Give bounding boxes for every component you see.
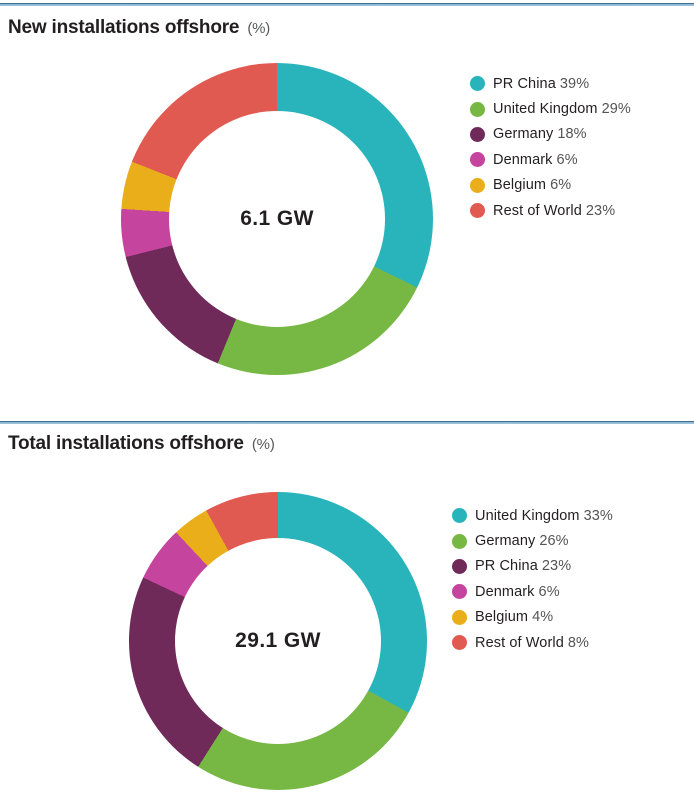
legend-label: PR China (475, 558, 538, 575)
legend-color-dot (470, 76, 485, 92)
donut-hole: 6.1 GW (169, 111, 385, 327)
legend-value: 6% (538, 583, 560, 600)
chart-title-text: Total installations offshore (8, 433, 244, 454)
legend-color-dot (470, 152, 485, 168)
legend-value: 4% (532, 609, 554, 626)
chart-title-unit: (%) (247, 20, 271, 37)
legend-value: 23% (541, 558, 572, 575)
chart-legend: PR China 39% United Kingdom 29% Germany 18% De… (470, 71, 631, 223)
legend-label: Denmark (493, 151, 553, 168)
legend-label: Germany (475, 533, 536, 550)
legend-value: 39% (559, 75, 590, 92)
donut-center-value: 29.1 GW (235, 629, 321, 652)
chart-title: New installations offshore (%) (8, 18, 270, 39)
legend-color-dot (452, 533, 467, 549)
legend-item: United Kingdom 33% (452, 503, 613, 528)
legend-item: United Kingdom 29% (470, 96, 631, 121)
donut-chart: 6.1 GW (121, 63, 433, 375)
legend-label: PR China (493, 75, 556, 92)
legend-value: 29% (601, 101, 631, 118)
legend-color-dot (452, 558, 467, 574)
legend-color-dot (470, 203, 485, 219)
legend-label: Belgium (475, 609, 529, 626)
legend-value: 8% (567, 634, 590, 651)
legend-item: PR China 23% (452, 554, 613, 579)
legend-item: Belgium 4% (452, 605, 613, 630)
legend-color-dot (452, 584, 467, 600)
legend-label: Belgium (493, 177, 547, 194)
legend-color-dot (452, 609, 467, 625)
legend-label: Denmark (475, 583, 535, 600)
donut-center-value: 6.1 GW (240, 207, 314, 230)
legend-item: Rest of World 23% (470, 198, 631, 223)
legend-item: Rest of World 8% (452, 630, 613, 655)
legend-label: Rest of World (475, 634, 564, 651)
legend-item: Belgium 6% (470, 173, 631, 198)
legend-label: Germany (493, 126, 554, 143)
legend-value: 6% (550, 177, 572, 194)
legend-value: 33% (583, 507, 613, 524)
legend-value: 18% (557, 126, 587, 143)
section-divider (0, 421, 694, 424)
chart-title-unit: (%) (251, 436, 275, 453)
legend-color-dot (470, 177, 485, 193)
legend-value: 26% (539, 533, 569, 550)
legend-item: Germany 18% (470, 122, 631, 147)
legend-color-dot (452, 508, 467, 524)
chart-legend: United Kingdom 33% Germany 26% PR China 23% De… (452, 503, 613, 655)
legend-color-dot (452, 635, 467, 651)
chart-title-text: New installations offshore (8, 17, 240, 38)
legend-label: United Kingdom (475, 507, 580, 524)
donut-hole: 29.1 GW (175, 538, 381, 744)
legend-item: PR China 39% (470, 71, 631, 96)
legend-item: Denmark 6% (470, 147, 631, 172)
section-divider (0, 3, 694, 6)
legend-item: Denmark 6% (452, 579, 613, 604)
legend-color-dot (470, 126, 485, 142)
legend-value: 23% (585, 202, 616, 219)
donut-chart: 29.1 GW (129, 492, 427, 790)
legend-label: Rest of World (493, 202, 582, 219)
legend-item: Germany 26% (452, 528, 613, 553)
legend-value: 6% (556, 151, 578, 168)
chart-title: Total installations offshore (%) (8, 434, 275, 455)
legend-color-dot (470, 101, 485, 117)
legend-label: United Kingdom (493, 101, 598, 118)
